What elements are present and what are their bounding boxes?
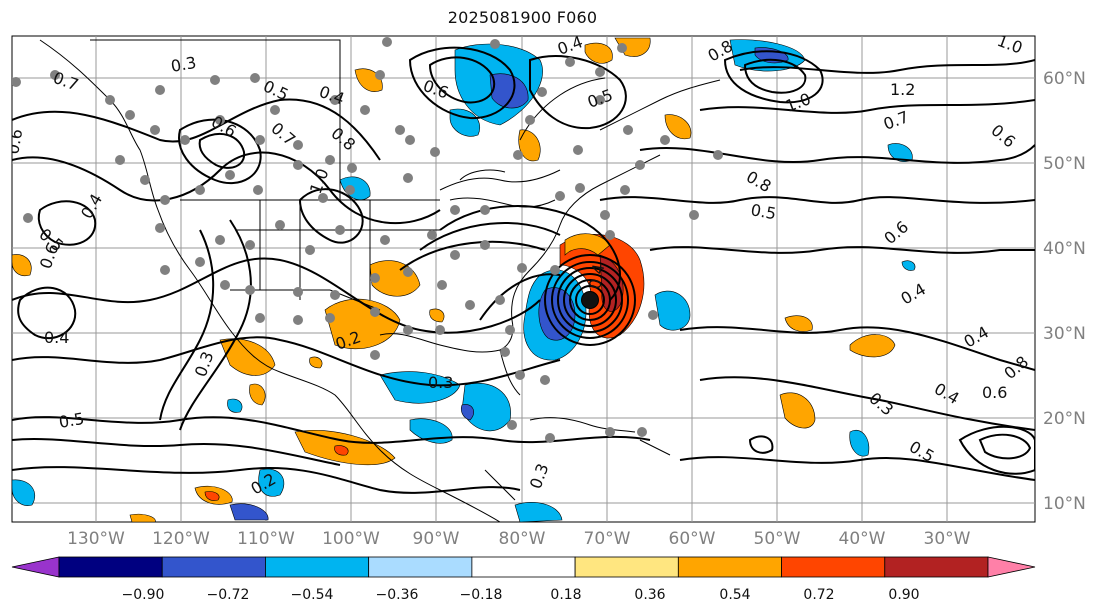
colorbar-extend-max [987,556,1036,578]
map-panel: 0.7 0.3 0.5 0.4 0.6 0.6 0.8 0.7 1.0 0.4 … [3,35,1036,523]
colorbar: −0.90 −0.72 −0.54 −0.36 −0.18 0.18 0.36 … [11,556,1036,603]
colorbar-segment [161,556,266,578]
contour-lines [12,46,1035,494]
map-title: 2025081900 F060 [447,8,598,27]
contour-label: 0.4 [585,262,608,290]
contour-label: 0.6 [3,127,26,155]
colorbar-segment [884,556,989,578]
lon-label: 100°W [322,529,380,549]
lon-label: 70°W [584,529,631,549]
lat-label: 10°N [1043,494,1086,514]
colorbar-segment [471,556,576,578]
lat-label: 30°N [1043,324,1086,344]
colorbar-tick: −0.54 [291,587,334,603]
colorbar-tick: 0.36 [634,587,665,603]
lat-label: 20°N [1043,409,1086,429]
station-markers [12,37,723,443]
colorbar-segment [781,556,886,578]
lon-label: 60°W [669,529,716,549]
lon-label: 50°W [754,529,801,549]
colorbar-tick: 0.72 [803,587,834,603]
cyclone-center-marker [582,292,598,308]
colorbar-tick: 0.90 [888,587,919,603]
contour-label: 0.5 [749,200,777,223]
contour-label: 0.3 [428,373,453,392]
lat-label: 50°N [1043,154,1086,174]
contour-label: 0.6 [982,383,1007,402]
colorbar-segment [574,556,679,578]
colorbar-tick: −0.18 [460,587,503,603]
lat-label: 60°N [1043,69,1086,89]
lon-label: 90°W [413,529,460,549]
lon-label: 130°W [67,529,125,549]
colorbar-tick: −0.90 [122,587,165,603]
lon-label: 80°W [499,529,546,549]
lon-label: 30°W [924,529,971,549]
colorbar-tick: 0.54 [719,587,750,603]
colorbar-segment [58,556,163,578]
colorbar-tick: 0.18 [550,587,581,603]
lon-label: 110°W [237,529,295,549]
colorbar-tick: −0.36 [376,587,419,603]
longitude-labels: 130°W 120°W 110°W 100°W 90°W 80°W 70°W 6… [67,529,971,549]
colorbar-tick: −0.72 [207,587,250,603]
contour-label: 0.5 [57,409,85,432]
colorbar-segment [677,556,782,578]
contour-label: 0.4 [44,328,69,347]
lon-label: 40°W [839,529,886,549]
colorbar-boxes [11,556,1036,578]
lat-label: 40°N [1043,239,1086,259]
colorbar-segment [265,556,370,578]
latitude-labels: 60°N 50°N 40°N 30°N 20°N 10°N [1043,69,1086,514]
colorbar-tick-labels: −0.90 −0.72 −0.54 −0.36 −0.18 0.18 0.36 … [122,587,920,603]
colorbar-extend-min [11,556,60,578]
contour-label: 1.2 [890,80,915,99]
coastlines [39,39,721,522]
colorbar-segment [368,556,473,578]
contour-label: 0.3 [169,53,197,76]
lon-label: 120°W [152,529,210,549]
